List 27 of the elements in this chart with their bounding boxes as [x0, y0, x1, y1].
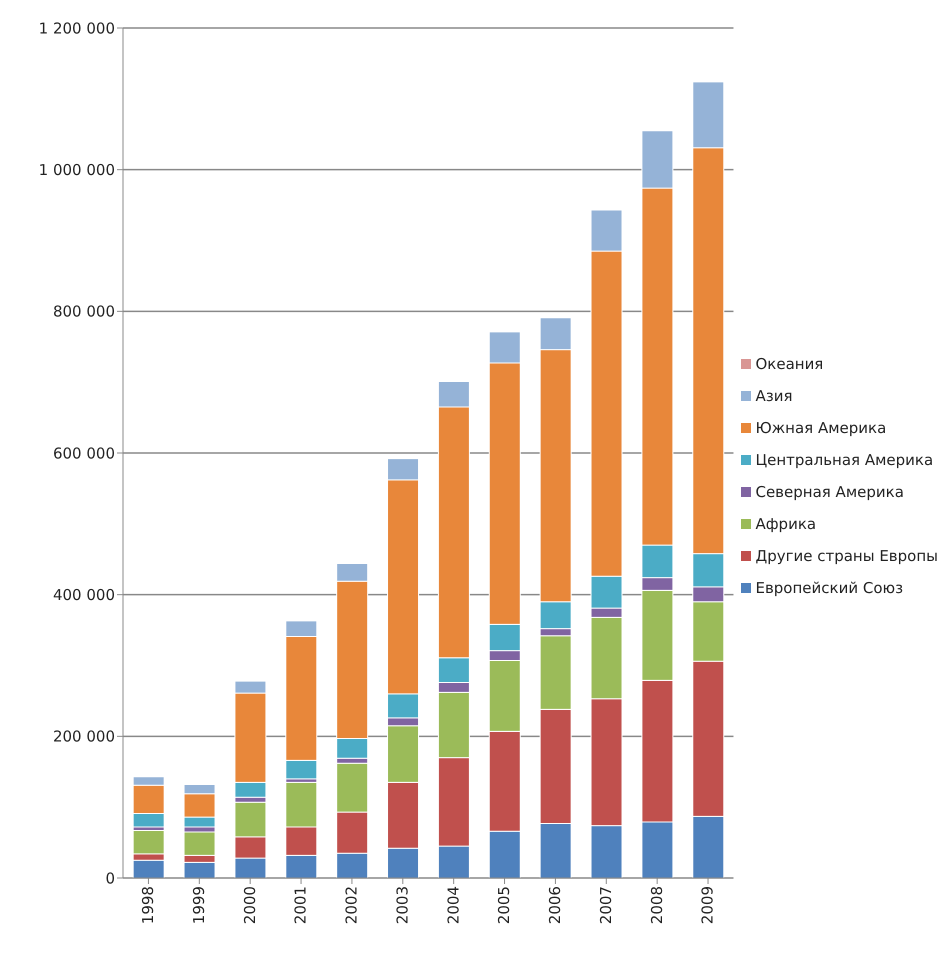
x-tick-label: 2001	[292, 886, 310, 924]
legend-label: Океания	[755, 354, 824, 372]
y-tick-label: 1 200 000	[38, 19, 115, 38]
y-tick-label: 200 000	[52, 728, 115, 746]
x-tick-label: 2006	[546, 886, 564, 924]
x-tick-label: 1998	[139, 886, 158, 924]
x-tick-label: 2008	[648, 886, 666, 924]
y-tick-label: 600 000	[52, 444, 115, 462]
x-tick-label: 2000	[240, 886, 259, 924]
x-tick-label: 2002	[342, 886, 361, 924]
x-tick-label: 2007	[596, 886, 615, 924]
y-tick-label: 0	[105, 869, 115, 888]
legend-label: Северная Америка	[755, 482, 904, 500]
legend-label: Южная Америка	[755, 418, 886, 436]
legend-label: Европейский Союз	[755, 578, 904, 596]
y-tick-label: 800 000	[52, 302, 115, 321]
x-tick-label: 2004	[444, 886, 462, 924]
y-tick-label: 400 000	[52, 586, 115, 604]
y-tick-label: 1 000 000	[38, 160, 115, 179]
legend-label: Азия	[755, 386, 792, 404]
x-tick-label: 2009	[698, 886, 717, 924]
legend-label: Центральная Америка	[755, 450, 934, 468]
x-tick-label: 1999	[190, 886, 208, 924]
legend-label: Африка	[755, 514, 816, 532]
x-tick-label: 2005	[495, 886, 514, 924]
legend-label: Другие страны Европы	[755, 546, 938, 564]
x-tick-label: 2003	[393, 886, 412, 924]
